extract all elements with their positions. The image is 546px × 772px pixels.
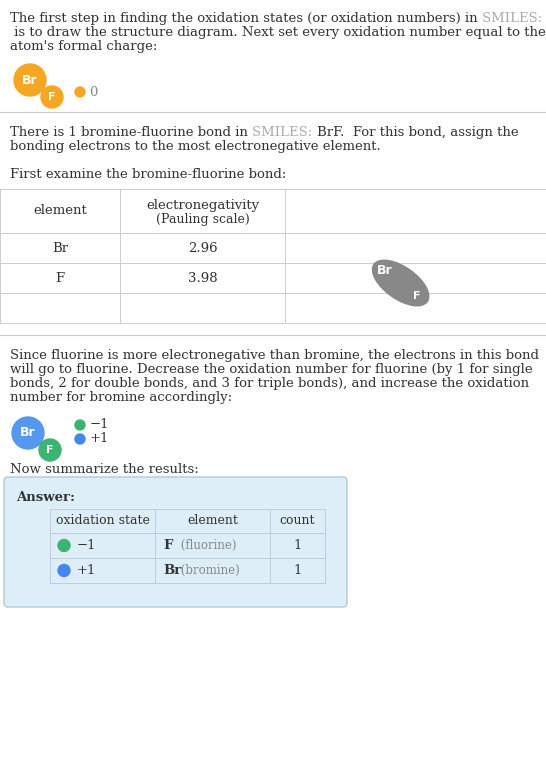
Text: 0: 0 — [89, 86, 97, 99]
Text: element: element — [187, 514, 238, 527]
Circle shape — [58, 564, 70, 577]
Ellipse shape — [372, 260, 429, 306]
Circle shape — [41, 86, 63, 108]
Text: BrF.  For this bond, assign the: BrF. For this bond, assign the — [317, 126, 518, 139]
Circle shape — [75, 87, 85, 97]
Text: −1: −1 — [90, 418, 110, 432]
Text: F: F — [163, 539, 173, 552]
Circle shape — [39, 439, 61, 461]
Text: 2.96: 2.96 — [188, 242, 217, 255]
Circle shape — [75, 420, 85, 430]
Text: atom's formal charge:: atom's formal charge: — [10, 40, 157, 53]
Text: +1: +1 — [77, 564, 97, 577]
Text: There is 1 bromine-fluorine bond in: There is 1 bromine-fluorine bond in — [10, 126, 252, 139]
Circle shape — [12, 417, 44, 449]
Text: The first step in finding the oxidation states (or oxidation numbers) in: The first step in finding the oxidation … — [10, 12, 482, 25]
Text: number for bromine accordingly:: number for bromine accordingly: — [10, 391, 232, 404]
Text: oxidation state: oxidation state — [56, 514, 150, 527]
Text: Br: Br — [20, 426, 36, 439]
Text: First examine the bromine-fluorine bond:: First examine the bromine-fluorine bond: — [10, 168, 286, 181]
FancyBboxPatch shape — [4, 477, 347, 607]
Text: F: F — [413, 291, 420, 301]
Text: SMILES:: SMILES: — [482, 12, 546, 25]
Text: element: element — [33, 205, 87, 218]
Circle shape — [75, 434, 85, 444]
Text: Br: Br — [163, 564, 181, 577]
Text: (Pauling scale): (Pauling scale) — [156, 212, 250, 225]
Text: is to draw the structure diagram. Next set every oxidation number equal to the: is to draw the structure diagram. Next s… — [10, 26, 546, 39]
Text: (bromine): (bromine) — [177, 564, 240, 577]
Text: Since fluorine is more electronegative than bromine, the electrons in this bond: Since fluorine is more electronegative t… — [10, 349, 539, 362]
Circle shape — [58, 540, 70, 551]
Text: F: F — [46, 445, 54, 455]
Text: Answer:: Answer: — [16, 491, 75, 504]
Text: Br: Br — [22, 73, 38, 86]
Text: F: F — [48, 92, 56, 102]
Text: Br: Br — [52, 242, 68, 255]
Text: bonds, 2 for double bonds, and 3 for triple bonds), and increase the oxidation: bonds, 2 for double bonds, and 3 for tri… — [10, 377, 529, 390]
Text: 1: 1 — [293, 539, 302, 552]
Text: will go to fluorine. Decrease the oxidation number for fluorine (by 1 for single: will go to fluorine. Decrease the oxidat… — [10, 363, 533, 376]
Text: Br: Br — [377, 263, 393, 276]
Circle shape — [14, 64, 46, 96]
Text: +1: +1 — [90, 432, 109, 445]
Text: −1: −1 — [77, 539, 97, 552]
Text: Now summarize the results:: Now summarize the results: — [10, 463, 199, 476]
Text: 3.98: 3.98 — [188, 272, 217, 285]
Text: count: count — [280, 514, 315, 527]
Text: (fluorine): (fluorine) — [177, 539, 236, 552]
Text: bonding electrons to the most electronegative element.: bonding electrons to the most electroneg… — [10, 140, 381, 153]
Text: F: F — [56, 272, 64, 285]
Text: 1: 1 — [293, 564, 302, 577]
Text: electronegativity: electronegativity — [146, 199, 259, 212]
Text: SMILES:: SMILES: — [252, 126, 317, 139]
